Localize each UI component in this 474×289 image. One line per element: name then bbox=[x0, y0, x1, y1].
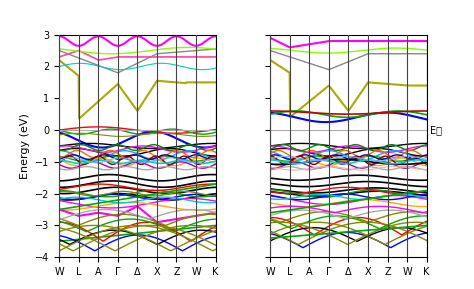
Y-axis label: Energy (eV): Energy (eV) bbox=[19, 113, 29, 179]
Text: E₟: E₟ bbox=[430, 125, 442, 135]
